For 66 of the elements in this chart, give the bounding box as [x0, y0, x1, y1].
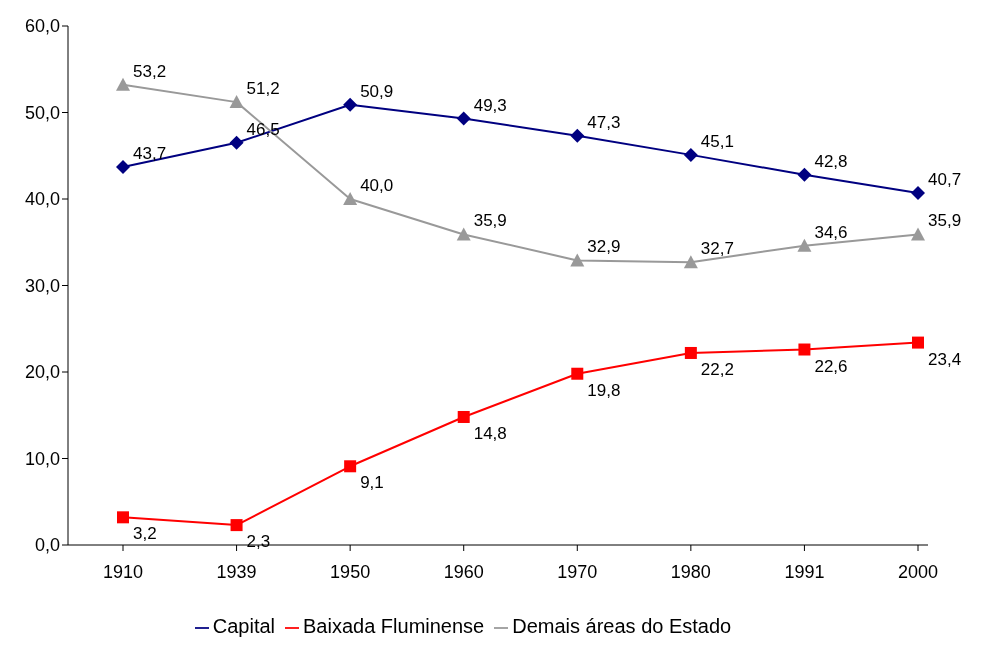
point — [343, 97, 358, 112]
point — [683, 255, 698, 269]
x-tick-label: 1980 — [670, 561, 711, 582]
data-label: 49,3 — [473, 95, 507, 115]
data-label: 9,1 — [360, 473, 384, 493]
point — [912, 336, 924, 349]
data-label: 2,3 — [246, 532, 271, 552]
y-tick-label: 20,0 — [24, 362, 60, 383]
data-label: 35,9 — [473, 211, 507, 231]
point — [683, 147, 698, 162]
data-label: 23,4 — [928, 349, 962, 369]
data-label: 51,2 — [246, 79, 280, 99]
x-tick-label: 2000 — [897, 561, 939, 582]
point — [571, 367, 584, 380]
y-tick-label: 30,0 — [24, 275, 60, 296]
y-tick-label: 40,0 — [24, 189, 60, 210]
data-label: 32,7 — [700, 239, 734, 259]
data-label: 22,6 — [814, 356, 848, 376]
data-label: 50,9 — [360, 81, 394, 101]
point — [570, 253, 585, 267]
point — [456, 227, 471, 241]
point — [344, 460, 357, 473]
point — [116, 159, 130, 174]
data-label: 53,2 — [133, 61, 167, 81]
x-tick-label: 1960 — [443, 561, 484, 582]
point — [797, 167, 812, 182]
data-label: 43,7 — [133, 143, 167, 163]
x-tick-label: 1950 — [330, 561, 371, 582]
data-label: 45,1 — [700, 131, 734, 151]
data-label: 47,3 — [587, 112, 621, 132]
data-label: 35,9 — [928, 211, 962, 231]
data-label: 40,0 — [360, 176, 394, 195]
point — [797, 238, 812, 252]
data-label: 19,8 — [587, 380, 621, 400]
point — [684, 346, 697, 359]
point — [911, 185, 925, 200]
data-label: 46,5 — [246, 119, 280, 139]
data-label: 3,2 — [133, 524, 157, 544]
data-label: 42,8 — [814, 151, 848, 171]
point — [798, 343, 811, 356]
y-tick-label: 50,0 — [24, 102, 60, 123]
point — [343, 192, 358, 205]
legend-label: Baixada Fluminense — [303, 615, 485, 637]
point — [457, 410, 470, 423]
data-label: 22,2 — [700, 359, 734, 379]
x-tick-label: 1970 — [557, 561, 598, 582]
data-label: 32,9 — [587, 237, 621, 257]
point — [229, 135, 244, 150]
data-label: 14,8 — [473, 423, 507, 443]
point — [230, 519, 243, 532]
point — [911, 227, 925, 241]
legend-label: Capital — [212, 615, 276, 637]
data-label: 34,6 — [814, 222, 848, 242]
point — [117, 511, 129, 524]
point — [456, 111, 471, 126]
legend-label: Demais áreas do Estado — [512, 615, 732, 637]
y-tick-label: 10,0 — [24, 448, 60, 469]
data-label: 40,7 — [928, 169, 962, 189]
point — [116, 77, 130, 91]
point — [229, 95, 244, 109]
x-tick-label: 1910 — [102, 561, 144, 582]
point — [570, 128, 585, 143]
y-tick-label: 60,0 — [24, 16, 60, 37]
y-tick-label: 0,0 — [34, 535, 60, 556]
x-tick-label: 1939 — [216, 561, 257, 582]
x-tick-label: 1991 — [784, 561, 825, 582]
